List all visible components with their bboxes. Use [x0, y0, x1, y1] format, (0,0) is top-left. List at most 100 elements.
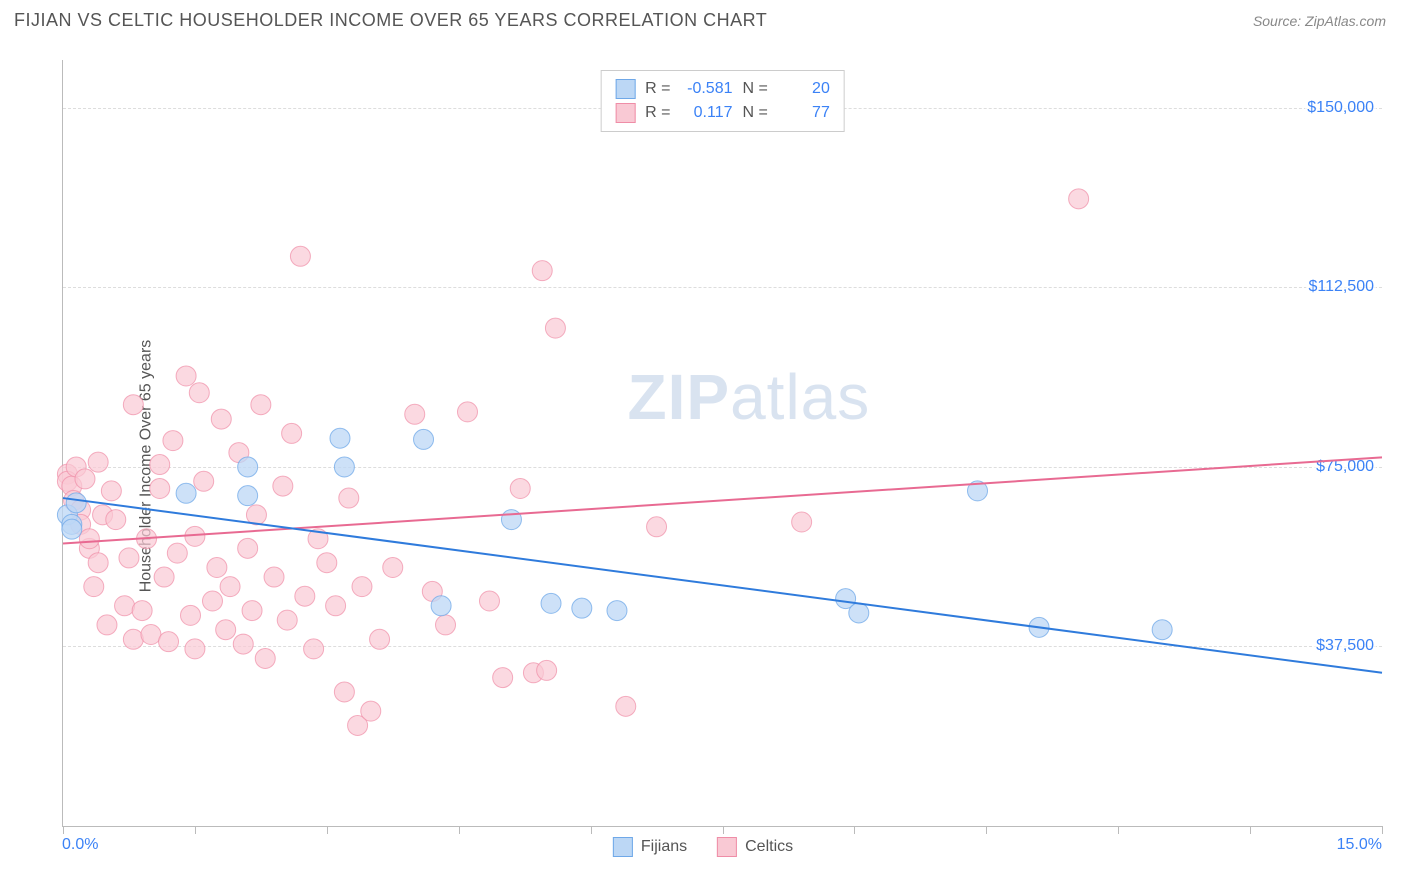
data-point [242, 601, 262, 621]
r-value-fijians: -0.581 [681, 80, 733, 98]
chart-source: Source: ZipAtlas.com [1253, 13, 1386, 29]
data-point [255, 648, 275, 668]
data-point [88, 553, 108, 573]
data-point [141, 625, 161, 645]
data-point [282, 423, 302, 443]
plot-region: ZIPatlas R = -0.581 N = 20 R = 0.117 N =… [62, 60, 1382, 827]
x-axis-max-label: 15.0% [1337, 836, 1382, 854]
data-point [238, 457, 258, 477]
data-point [541, 593, 561, 613]
x-tick [986, 826, 987, 834]
data-point [792, 512, 812, 532]
data-point [132, 601, 152, 621]
data-point [216, 620, 236, 640]
x-tick [854, 826, 855, 834]
n-label: N = [743, 104, 768, 122]
r-label: R = [645, 104, 670, 122]
data-point [330, 428, 350, 448]
data-point [334, 457, 354, 477]
data-point [290, 246, 310, 266]
r-label: R = [645, 80, 670, 98]
legend-item-celtics: Celtics [717, 837, 793, 857]
data-point [106, 510, 126, 530]
data-point [405, 404, 425, 424]
x-tick [723, 826, 724, 834]
correlation-legend: R = -0.581 N = 20 R = 0.117 N = 77 [600, 70, 845, 132]
data-point [647, 517, 667, 537]
data-point [163, 431, 183, 451]
data-point [181, 605, 201, 625]
x-tick [327, 826, 328, 834]
x-tick [63, 826, 64, 834]
legend-row-celtics: R = 0.117 N = 77 [615, 101, 830, 125]
x-tick [1118, 826, 1119, 834]
plot-svg [63, 60, 1382, 826]
x-tick [1250, 826, 1251, 834]
data-point [493, 668, 513, 688]
data-point [97, 615, 117, 635]
data-point [185, 639, 205, 659]
swatch-fijians-bottom [613, 837, 633, 857]
r-value-celtics: 0.117 [681, 104, 733, 122]
x-tick [459, 826, 460, 834]
data-point [150, 455, 170, 475]
x-axis-min-label: 0.0% [62, 836, 98, 854]
data-point [123, 629, 143, 649]
n-label: N = [743, 80, 768, 98]
data-point [457, 402, 477, 422]
data-point [414, 429, 434, 449]
data-point [79, 529, 99, 549]
data-point [532, 261, 552, 281]
swatch-celtics [615, 103, 635, 123]
data-point [88, 452, 108, 472]
trend-line [63, 498, 1382, 673]
data-point [75, 469, 95, 489]
data-point [849, 603, 869, 623]
data-point [119, 548, 139, 568]
data-point [123, 395, 143, 415]
data-point [66, 493, 86, 513]
data-point [479, 591, 499, 611]
data-point [545, 318, 565, 338]
series-legend: Fijians Celtics [613, 837, 793, 857]
data-point [1069, 189, 1089, 209]
data-point [537, 660, 557, 680]
swatch-fijians [615, 79, 635, 99]
data-point [238, 538, 258, 558]
data-point [436, 615, 456, 635]
data-point [352, 577, 372, 597]
data-point [207, 557, 227, 577]
data-point [431, 596, 451, 616]
legend-item-fijians: Fijians [613, 837, 687, 857]
data-point [194, 471, 214, 491]
data-point [84, 577, 104, 597]
data-point [62, 519, 82, 539]
data-point [150, 478, 170, 498]
trend-line [63, 457, 1382, 543]
x-tick [195, 826, 196, 834]
data-point [154, 567, 174, 587]
data-point [304, 639, 324, 659]
data-point [334, 682, 354, 702]
data-point [220, 577, 240, 597]
data-point [339, 488, 359, 508]
n-value-fijians: 20 [778, 80, 830, 98]
data-point [167, 543, 187, 563]
x-tick [1382, 826, 1383, 834]
data-point [295, 586, 315, 606]
data-point [202, 591, 222, 611]
chart-title: FIJIAN VS CELTIC HOUSEHOLDER INCOME OVER… [14, 10, 767, 31]
data-point [101, 481, 121, 501]
data-point [277, 610, 297, 630]
x-tick [591, 826, 592, 834]
data-point [273, 476, 293, 496]
data-point [616, 696, 636, 716]
chart-area: Householder Income Over 65 years ZIPatla… [14, 50, 1392, 882]
swatch-celtics-bottom [717, 837, 737, 857]
chart-header: FIJIAN VS CELTIC HOUSEHOLDER INCOME OVER… [0, 0, 1406, 41]
data-point [361, 701, 381, 721]
data-point [176, 366, 196, 386]
data-point [607, 601, 627, 621]
data-point [233, 634, 253, 654]
n-value-celtics: 77 [778, 104, 830, 122]
